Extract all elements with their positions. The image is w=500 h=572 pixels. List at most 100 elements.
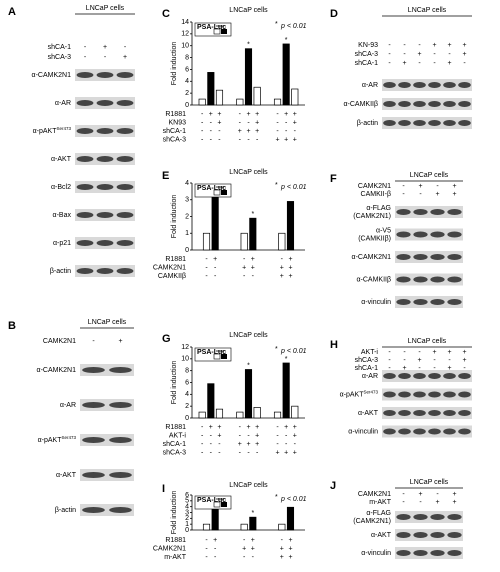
blot-band (96, 184, 114, 190)
blot-strip (395, 206, 463, 218)
blot-band (82, 437, 105, 443)
condition-name: CAMK2N1 (153, 545, 186, 552)
blot-name-main: β-actin (357, 120, 378, 127)
condition-sign: - (448, 357, 451, 364)
condition-name: R1881 (165, 256, 186, 263)
blot-name: α-AKT (51, 156, 72, 163)
bar (286, 506, 295, 531)
blot-band (447, 514, 462, 520)
blot-name: α-pAKTSer473 (33, 126, 72, 135)
condition-sign: + (288, 545, 292, 552)
condition-sign: + (293, 449, 297, 456)
condition-sign: - (388, 51, 391, 58)
condition-sign: + (242, 545, 246, 552)
y-tick-label: 0 (185, 527, 189, 534)
annotation-star: * (275, 346, 278, 353)
condition-sign: - (205, 545, 208, 552)
condition-sign: - (92, 338, 95, 345)
bar (198, 98, 206, 106)
blot-band (413, 299, 428, 305)
condition-sign: + (275, 136, 279, 143)
blot-band (76, 128, 94, 134)
panel-label: C (162, 8, 170, 20)
condition-sign: - (243, 537, 246, 544)
blot-band (396, 276, 411, 283)
blot-band (430, 254, 445, 260)
condition-sign: - (403, 51, 406, 58)
condition-sign: + (462, 357, 466, 364)
condition-sign: - (402, 491, 405, 498)
condition-sign: + (452, 491, 456, 498)
blot-name: α-pAKTSer473 (340, 390, 379, 399)
condition-sign: - (276, 128, 279, 135)
blot-band (398, 391, 411, 398)
condition-sign: - (285, 441, 288, 448)
blot-band (116, 128, 134, 134)
blot-name-main: α-AKT (51, 156, 72, 163)
condition-sign: - (201, 432, 204, 439)
bar (202, 523, 211, 531)
blot-name-main: α-AR (60, 402, 76, 409)
condition-sign: - (210, 432, 213, 439)
condition-sign: - (388, 42, 391, 49)
blot-band (443, 373, 456, 379)
blot-band (82, 367, 105, 373)
annotation-star: * (275, 21, 278, 28)
condition-sign: + (255, 111, 259, 118)
blot-band (396, 254, 411, 260)
condition-sign: + (280, 554, 284, 561)
blot-band (396, 532, 411, 538)
blot-band (398, 410, 411, 416)
blot-band (430, 514, 445, 520)
blot-band (443, 120, 456, 126)
condition-sign: + (103, 44, 107, 51)
blot-name-main: α-pAKT (33, 128, 58, 135)
y-tick-label: 6 (185, 379, 189, 386)
y-tick-label: 12 (181, 344, 189, 351)
blot-band (383, 82, 396, 88)
condition-sign: - (448, 51, 451, 58)
condition-sign: + (462, 51, 466, 58)
condition-sign: - (418, 42, 421, 49)
condition-name: AKT-i (361, 349, 379, 356)
blot-band (116, 184, 134, 190)
condition-sign: - (281, 256, 284, 263)
y-tick-label: 5 (185, 498, 189, 505)
condition-sign: + (293, 136, 297, 143)
blot-band (82, 402, 105, 408)
y-axis-label: Fold induction (171, 195, 178, 239)
blot-band (76, 212, 94, 218)
condition-sign: - (201, 449, 204, 456)
blot-band (443, 82, 456, 88)
condition-sign: - (276, 424, 279, 431)
blot-band (458, 410, 471, 416)
condition-sign: + (242, 264, 246, 271)
legend-promoter (213, 189, 221, 196)
blot-band (96, 156, 114, 162)
condition-sign: - (419, 191, 422, 198)
condition-sign: - (239, 119, 242, 126)
condition-sign: + (209, 424, 213, 431)
blot-name: α-FLAG (366, 205, 391, 212)
condition-sign: + (246, 441, 250, 448)
condition-sign: + (255, 119, 259, 126)
blot-band (76, 184, 94, 190)
condition-sign: - (403, 357, 406, 364)
blot-name: α-FLAG (366, 510, 391, 517)
legend-promoter (213, 501, 221, 508)
condition-name: shCA-1 (163, 128, 186, 135)
blot-band (398, 428, 411, 435)
condition-name: CAMKII-β (361, 191, 391, 198)
condition-sign: - (210, 136, 213, 143)
blot-name: α-pAKTSer473 (38, 435, 77, 444)
blot-band (428, 410, 441, 416)
blot-band (443, 391, 456, 398)
condition-sign: + (402, 365, 406, 372)
condition-sign: + (255, 441, 259, 448)
blot-band (447, 254, 462, 260)
panel-label: G (162, 333, 171, 345)
bar (202, 232, 211, 251)
blot-band (383, 120, 396, 126)
annotation: p < 0.01 (280, 496, 307, 503)
condition-sign: - (433, 365, 436, 372)
